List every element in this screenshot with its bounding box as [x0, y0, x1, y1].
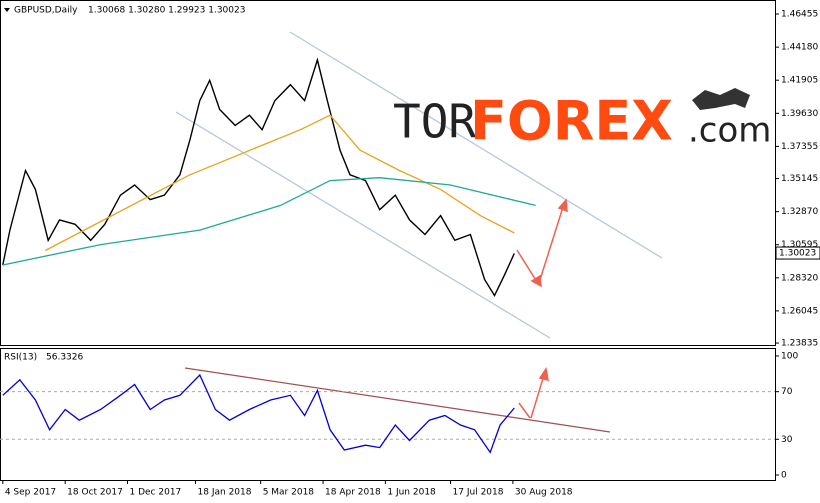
- y-tick-label: 1.28320: [781, 273, 818, 283]
- y-tick-label: 1.39630: [781, 109, 818, 119]
- y-tick-label: 1.46455: [781, 10, 818, 20]
- series-line: [2, 57, 515, 297]
- series-line: [2, 177, 536, 266]
- rsi-trendline: [184, 367, 611, 433]
- x-tick-label: 18 Oct 2017: [67, 488, 123, 498]
- x-tick-label: 1 Jun 2018: [387, 488, 436, 498]
- channel-lower: [175, 111, 551, 339]
- y-tick-label: 1.41905: [781, 76, 818, 86]
- logo-com: .com: [688, 111, 771, 151]
- logo-tor: TOR: [393, 95, 476, 149]
- rsi-title: RSI(13): [4, 353, 37, 363]
- x-tick-label: 30 Aug 2018: [515, 488, 573, 498]
- x-tick-label: 18 Jan 2018: [198, 488, 252, 498]
- y-tick-label: 1.32870: [781, 207, 818, 217]
- series-line: [2, 373, 515, 454]
- series-line: [44, 114, 515, 252]
- forecast-arrows: [516, 198, 568, 419]
- y-tick-label: 1.37355: [781, 142, 818, 152]
- y-tick-label: 1.44180: [781, 43, 818, 53]
- current-price-label: 1.30023: [779, 249, 816, 259]
- y-tick-label: 30: [781, 435, 793, 445]
- ohlc-values: 1.30068 1.30280 1.29923 1.30023: [88, 6, 245, 16]
- x-tick-label: 5 Mar 2018: [263, 488, 315, 498]
- x-tick-label: 1 Dec 2017: [130, 488, 182, 498]
- y-tick-label: 1.35145: [781, 174, 818, 184]
- channel-upper: [289, 31, 663, 259]
- y-tick-label: 70: [781, 387, 793, 397]
- logo-bull: [692, 88, 750, 110]
- price-panel: [0, 0, 776, 346]
- x-tick-label: 4 Sep 2017: [5, 488, 56, 498]
- logo-forex: FOREX: [470, 90, 673, 153]
- y-tick-label: 1.30595: [781, 240, 818, 250]
- x-tick-label: 17 Jul 2018: [453, 488, 504, 498]
- rsi-last-value: 56.3326: [46, 353, 83, 363]
- y-tick-label: 100: [781, 351, 798, 361]
- y-tick-label: 0: [781, 471, 787, 481]
- current-price-box: [775, 246, 820, 260]
- chart-title: GBPUSD,Daily: [14, 6, 78, 16]
- y-tick-label: 1.26045: [781, 306, 818, 316]
- rsi-panel: [0, 348, 776, 481]
- logo: TOR FOREX .com: [393, 88, 771, 153]
- y-tick-label: 1.23835: [781, 339, 818, 349]
- symbol-marker: [4, 8, 10, 12]
- x-tick-label: 18 Apr 2018: [325, 488, 381, 498]
